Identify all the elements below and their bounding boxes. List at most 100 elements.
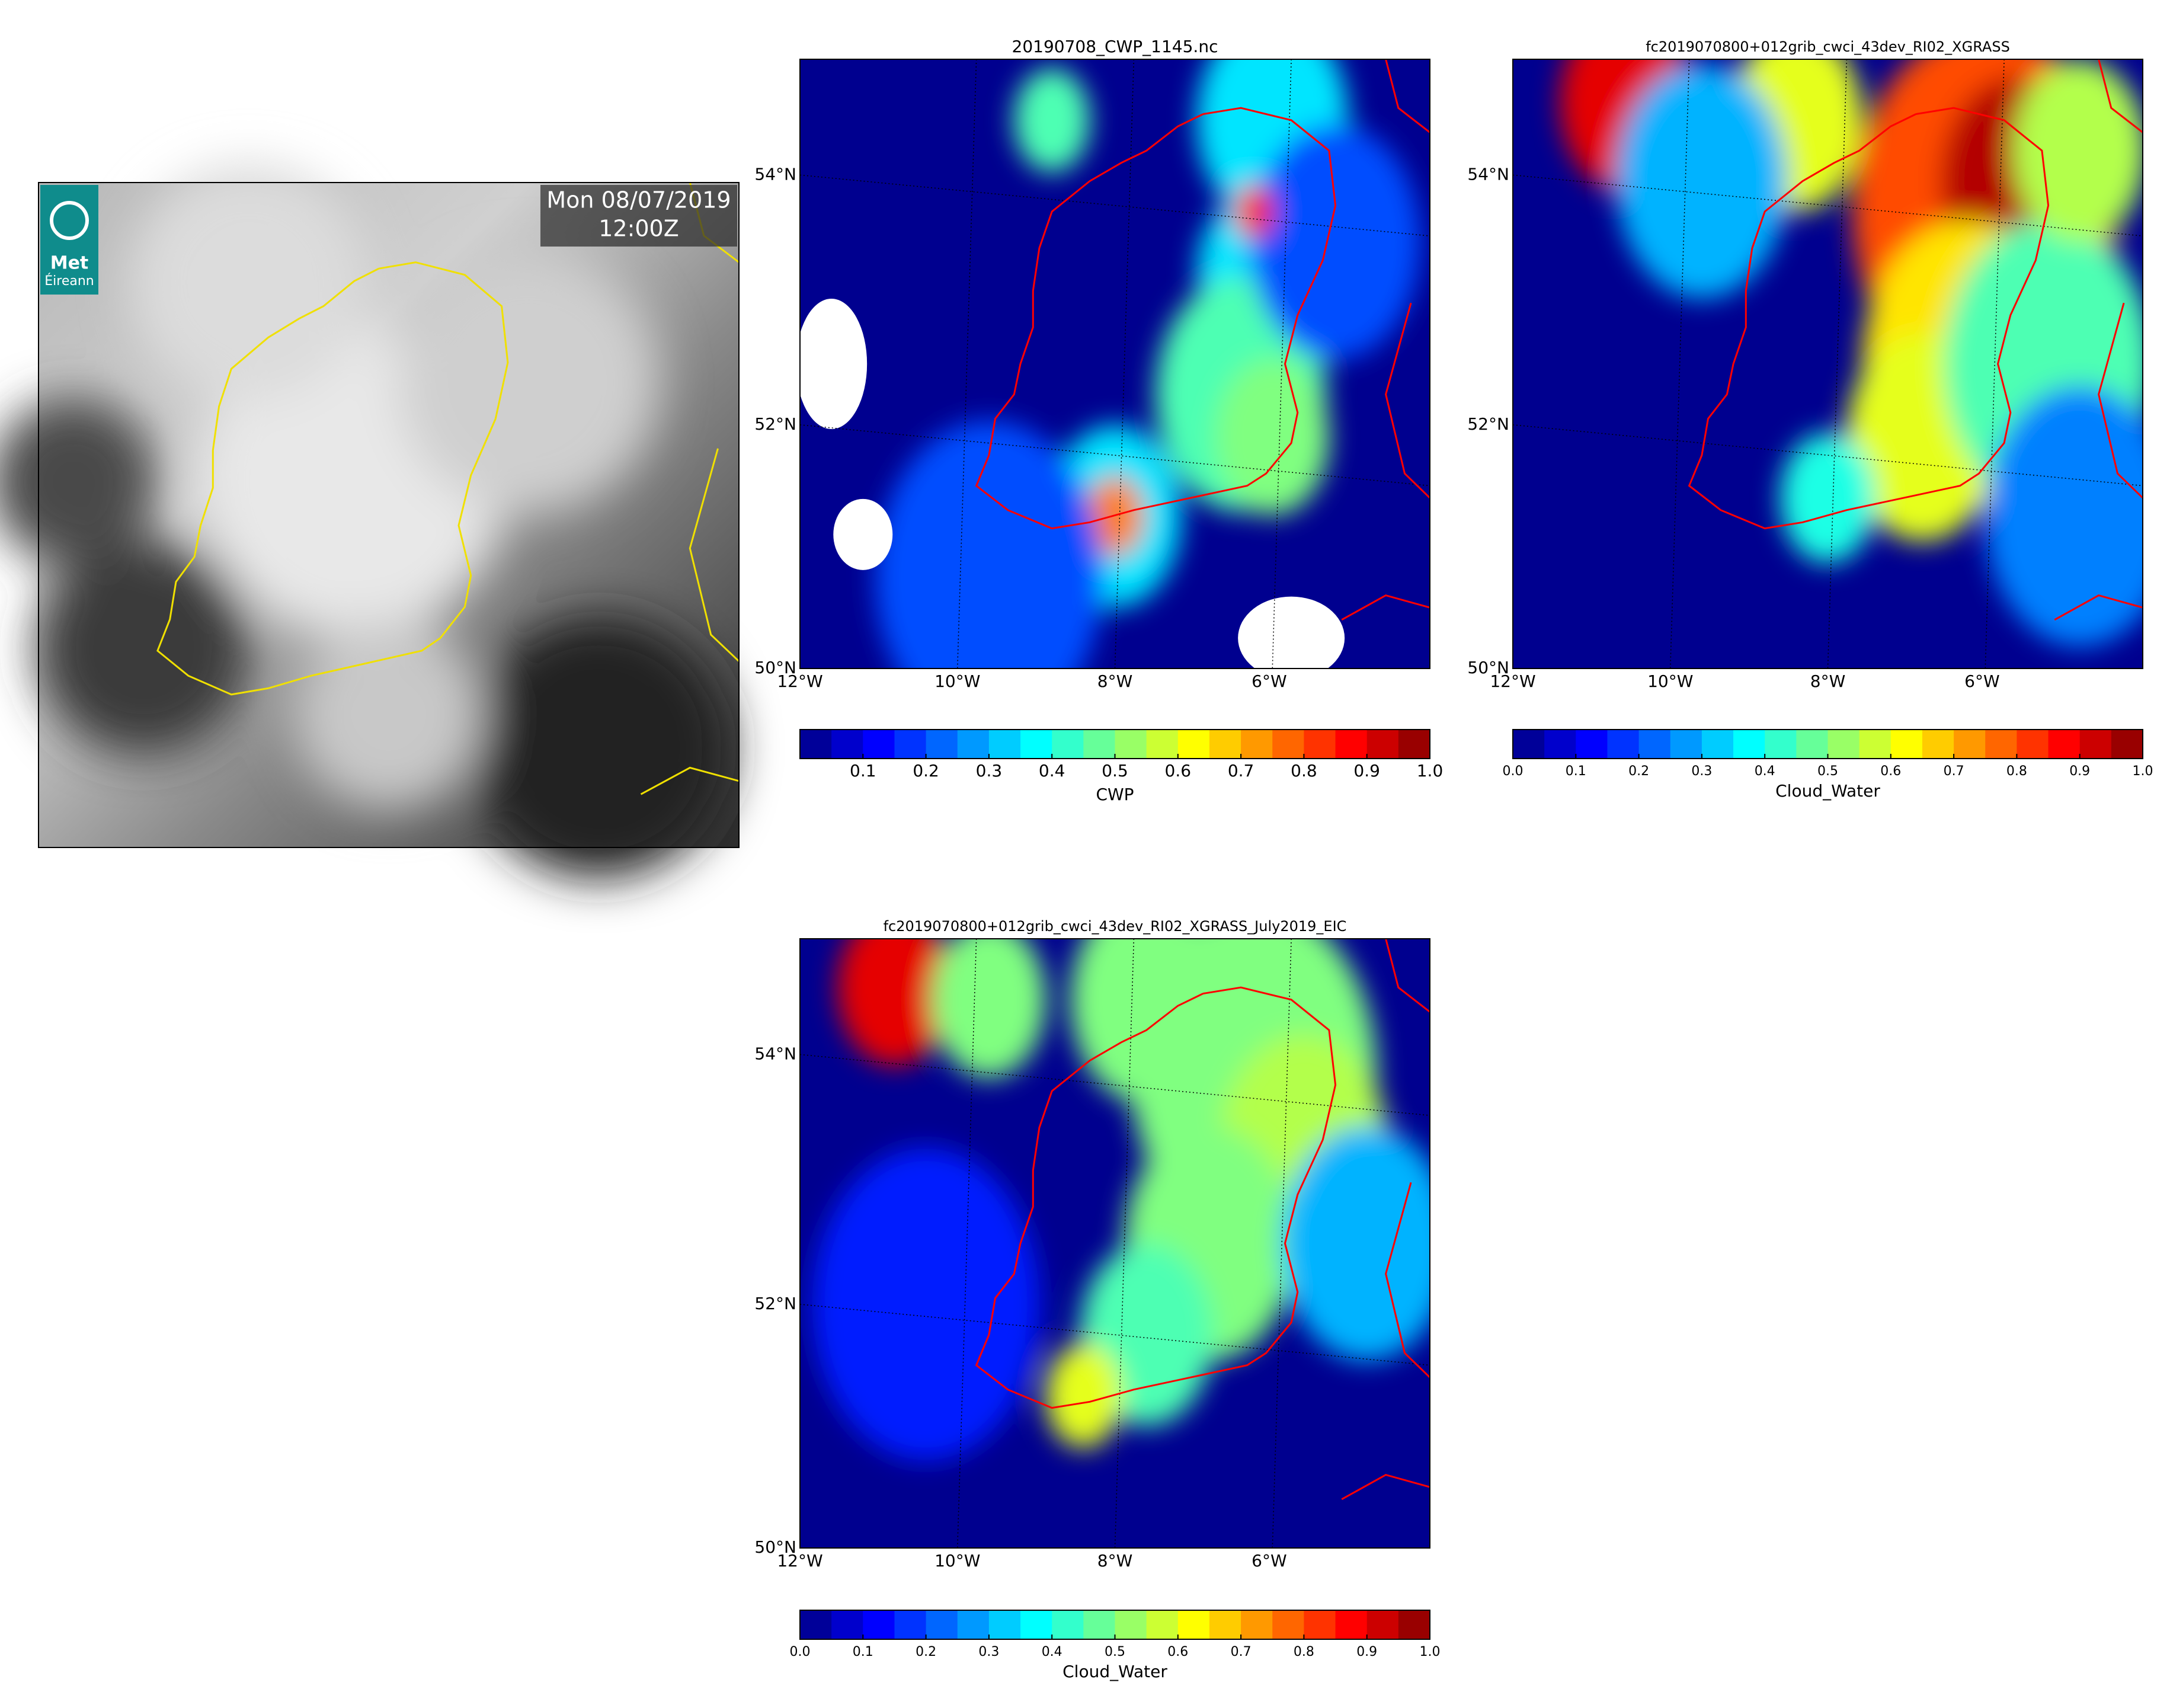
lat-label: 50°N [1467, 658, 1509, 677]
colorbar-tick-label: 0.9 [1356, 1645, 1377, 1659]
lon-label: 12°W [777, 1551, 822, 1571]
coastline [2054, 594, 2143, 621]
coastline [1385, 59, 1430, 133]
lon-label: 6°W [1252, 1551, 1287, 1571]
cloud [130, 164, 367, 401]
colorbar-tick-label: 0.0 [1503, 764, 1524, 779]
colorbar-tick-label: 0.5 [1817, 764, 1838, 779]
colorbar-segment [1052, 730, 1084, 759]
colorbar-segment [1701, 730, 1734, 759]
coastline [640, 766, 740, 795]
colorbar-tick-label: 0.5 [1102, 761, 1128, 781]
field-blob [1780, 433, 1875, 564]
colorbar-segment [1241, 1610, 1273, 1639]
field-blob [1215, 359, 1330, 516]
field-blob [2013, 59, 2143, 242]
graticule [800, 424, 1430, 487]
colorbar-segment [1083, 730, 1115, 759]
field-blob [1045, 1344, 1122, 1448]
field [812, 939, 1430, 1461]
colorbar-segment [2079, 730, 2112, 759]
colorbar-segment [1020, 730, 1052, 759]
colorbar-segment [1335, 1610, 1368, 1639]
colorbar-tick-label: 0.1 [853, 1645, 873, 1659]
panel-title: fc2019070800+012grib_cwci_43dev_RI02_XGR… [1646, 39, 2010, 55]
map-content [1513, 59, 2143, 669]
colorbar-segment [1366, 730, 1399, 759]
map-frame [799, 59, 1430, 669]
map-panel: 20190708_CWP_1145.nc 54°N 52°N 50°N12°W 10°W… [754, 37, 1444, 804]
lat-label: 54°N [754, 164, 796, 184]
colorbar-segment [988, 730, 1021, 759]
timestamp-time: 12:00Z [598, 216, 679, 242]
colorbar-tick-label: 1.0 [1417, 761, 1444, 781]
missing-data [1238, 596, 1345, 669]
lat-label: 50°N [754, 658, 796, 677]
field-blob [1234, 185, 1273, 238]
field-blob [837, 939, 952, 1066]
colorbar-segment [1209, 730, 1241, 759]
coastline [156, 261, 509, 696]
colorbar-segment [926, 1610, 958, 1639]
coastline [975, 986, 1337, 1409]
field-blob [932, 939, 1046, 1078]
colorbar-segment [1827, 730, 1860, 759]
colorbar-segment [1544, 730, 1576, 759]
colorbar-tick-label: 0.6 [1880, 764, 1901, 779]
missing-data [833, 498, 893, 570]
colorbar-segment [1304, 1610, 1336, 1639]
colorbar-tick-label: 0.8 [2006, 764, 2027, 779]
coastline [975, 107, 1337, 530]
colorbar-tick-label: 0.3 [976, 761, 1003, 781]
colorbar-segment [1083, 1610, 1115, 1639]
colorbar-segment [988, 1610, 1021, 1639]
timestamp-box [540, 185, 737, 247]
map-content [800, 939, 1430, 1548]
colorbar-tick-label: 0.0 [790, 1645, 811, 1659]
colorbar-segment [1890, 730, 1923, 759]
colorbar-segment [1513, 730, 1545, 759]
colorbar-segment [1115, 1610, 1147, 1639]
coastline [2098, 302, 2143, 499]
map-content [800, 59, 1430, 669]
colorbar-tick-label: 1.0 [1420, 1645, 1441, 1659]
lon-label: 6°W [1964, 671, 2000, 691]
logo-icon [50, 201, 89, 240]
colorbar-tick-label: 0.9 [1353, 761, 1380, 781]
colorbar-tick-label: 0.7 [1944, 764, 1964, 779]
lat-label: 54°N [1467, 164, 1509, 184]
colorbar-segment [1177, 730, 1210, 759]
lat-label: 52°N [1467, 414, 1509, 434]
lon-label: 8°W [1097, 671, 1133, 691]
colorbar-segment [1146, 730, 1179, 759]
lon-label: 12°W [777, 671, 822, 691]
colorbar-tick-label: 0.2 [1628, 764, 1649, 779]
colorbar-label: Cloud_Water [1062, 1662, 1167, 1681]
colorbar-segment [1272, 1610, 1304, 1639]
coastline [1385, 302, 1430, 499]
colorbar-segment [800, 730, 832, 759]
colorbar-tick-label: 0.8 [1294, 1645, 1314, 1659]
field-blob [1014, 68, 1090, 172]
colorbar-segment [1052, 1610, 1084, 1639]
cloud [468, 617, 729, 878]
colorbar-segment [894, 730, 927, 759]
colorbar-segment [1607, 730, 1640, 759]
colorbar-segment [1765, 730, 1797, 759]
missing-data [800, 299, 868, 429]
colorbar-tick-label: 0.3 [978, 1645, 999, 1659]
colorbar-segment [1638, 730, 1671, 759]
colorbar-segment [926, 730, 958, 759]
map-panel: fc2019070800+012grib_cwci_43dev_RI02_XGR… [754, 918, 1441, 1681]
colorbar-segment [957, 730, 990, 759]
colorbar-segment [1146, 1610, 1179, 1639]
colorbar-segment [1985, 730, 2017, 759]
coastline [1385, 1182, 1430, 1378]
colorbar-tick-label: 0.2 [916, 1645, 936, 1659]
lat-label: 50°N [754, 1537, 796, 1557]
colorbar-tick-label: 0.7 [1228, 761, 1254, 781]
field-blob [1616, 63, 1787, 299]
colorbar-segment [863, 730, 895, 759]
colorbar-segment [1272, 730, 1304, 759]
colorbar-tick-label: 0.7 [1231, 1645, 1252, 1659]
